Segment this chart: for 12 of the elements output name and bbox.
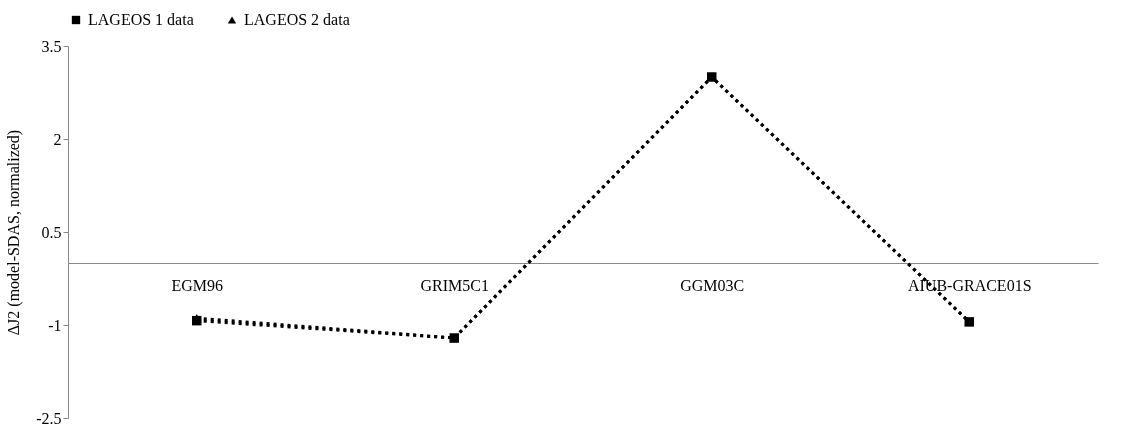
x-tick-label: GRIM5C1 [420, 276, 489, 294]
y-tick-label: -1 [48, 316, 62, 334]
y-tick-label: 0.5 [41, 223, 62, 241]
legend-label: LAGEOS 1 data [88, 11, 194, 28]
x-tick-label: AIUB-GRACE01S [907, 276, 1032, 294]
x-tick-label: EGM96 [171, 276, 224, 294]
y-axis-title: ΔJ2 (model-SDAS, normalized) [5, 129, 24, 336]
legend-label: LAGEOS 2 data [244, 11, 350, 28]
x-tick-label: GGM03C [680, 276, 745, 294]
y-tick-label: 3.5 [41, 37, 62, 55]
y-tick-label: -2.5 [36, 409, 62, 427]
y-tick-label: 2 [53, 130, 62, 148]
